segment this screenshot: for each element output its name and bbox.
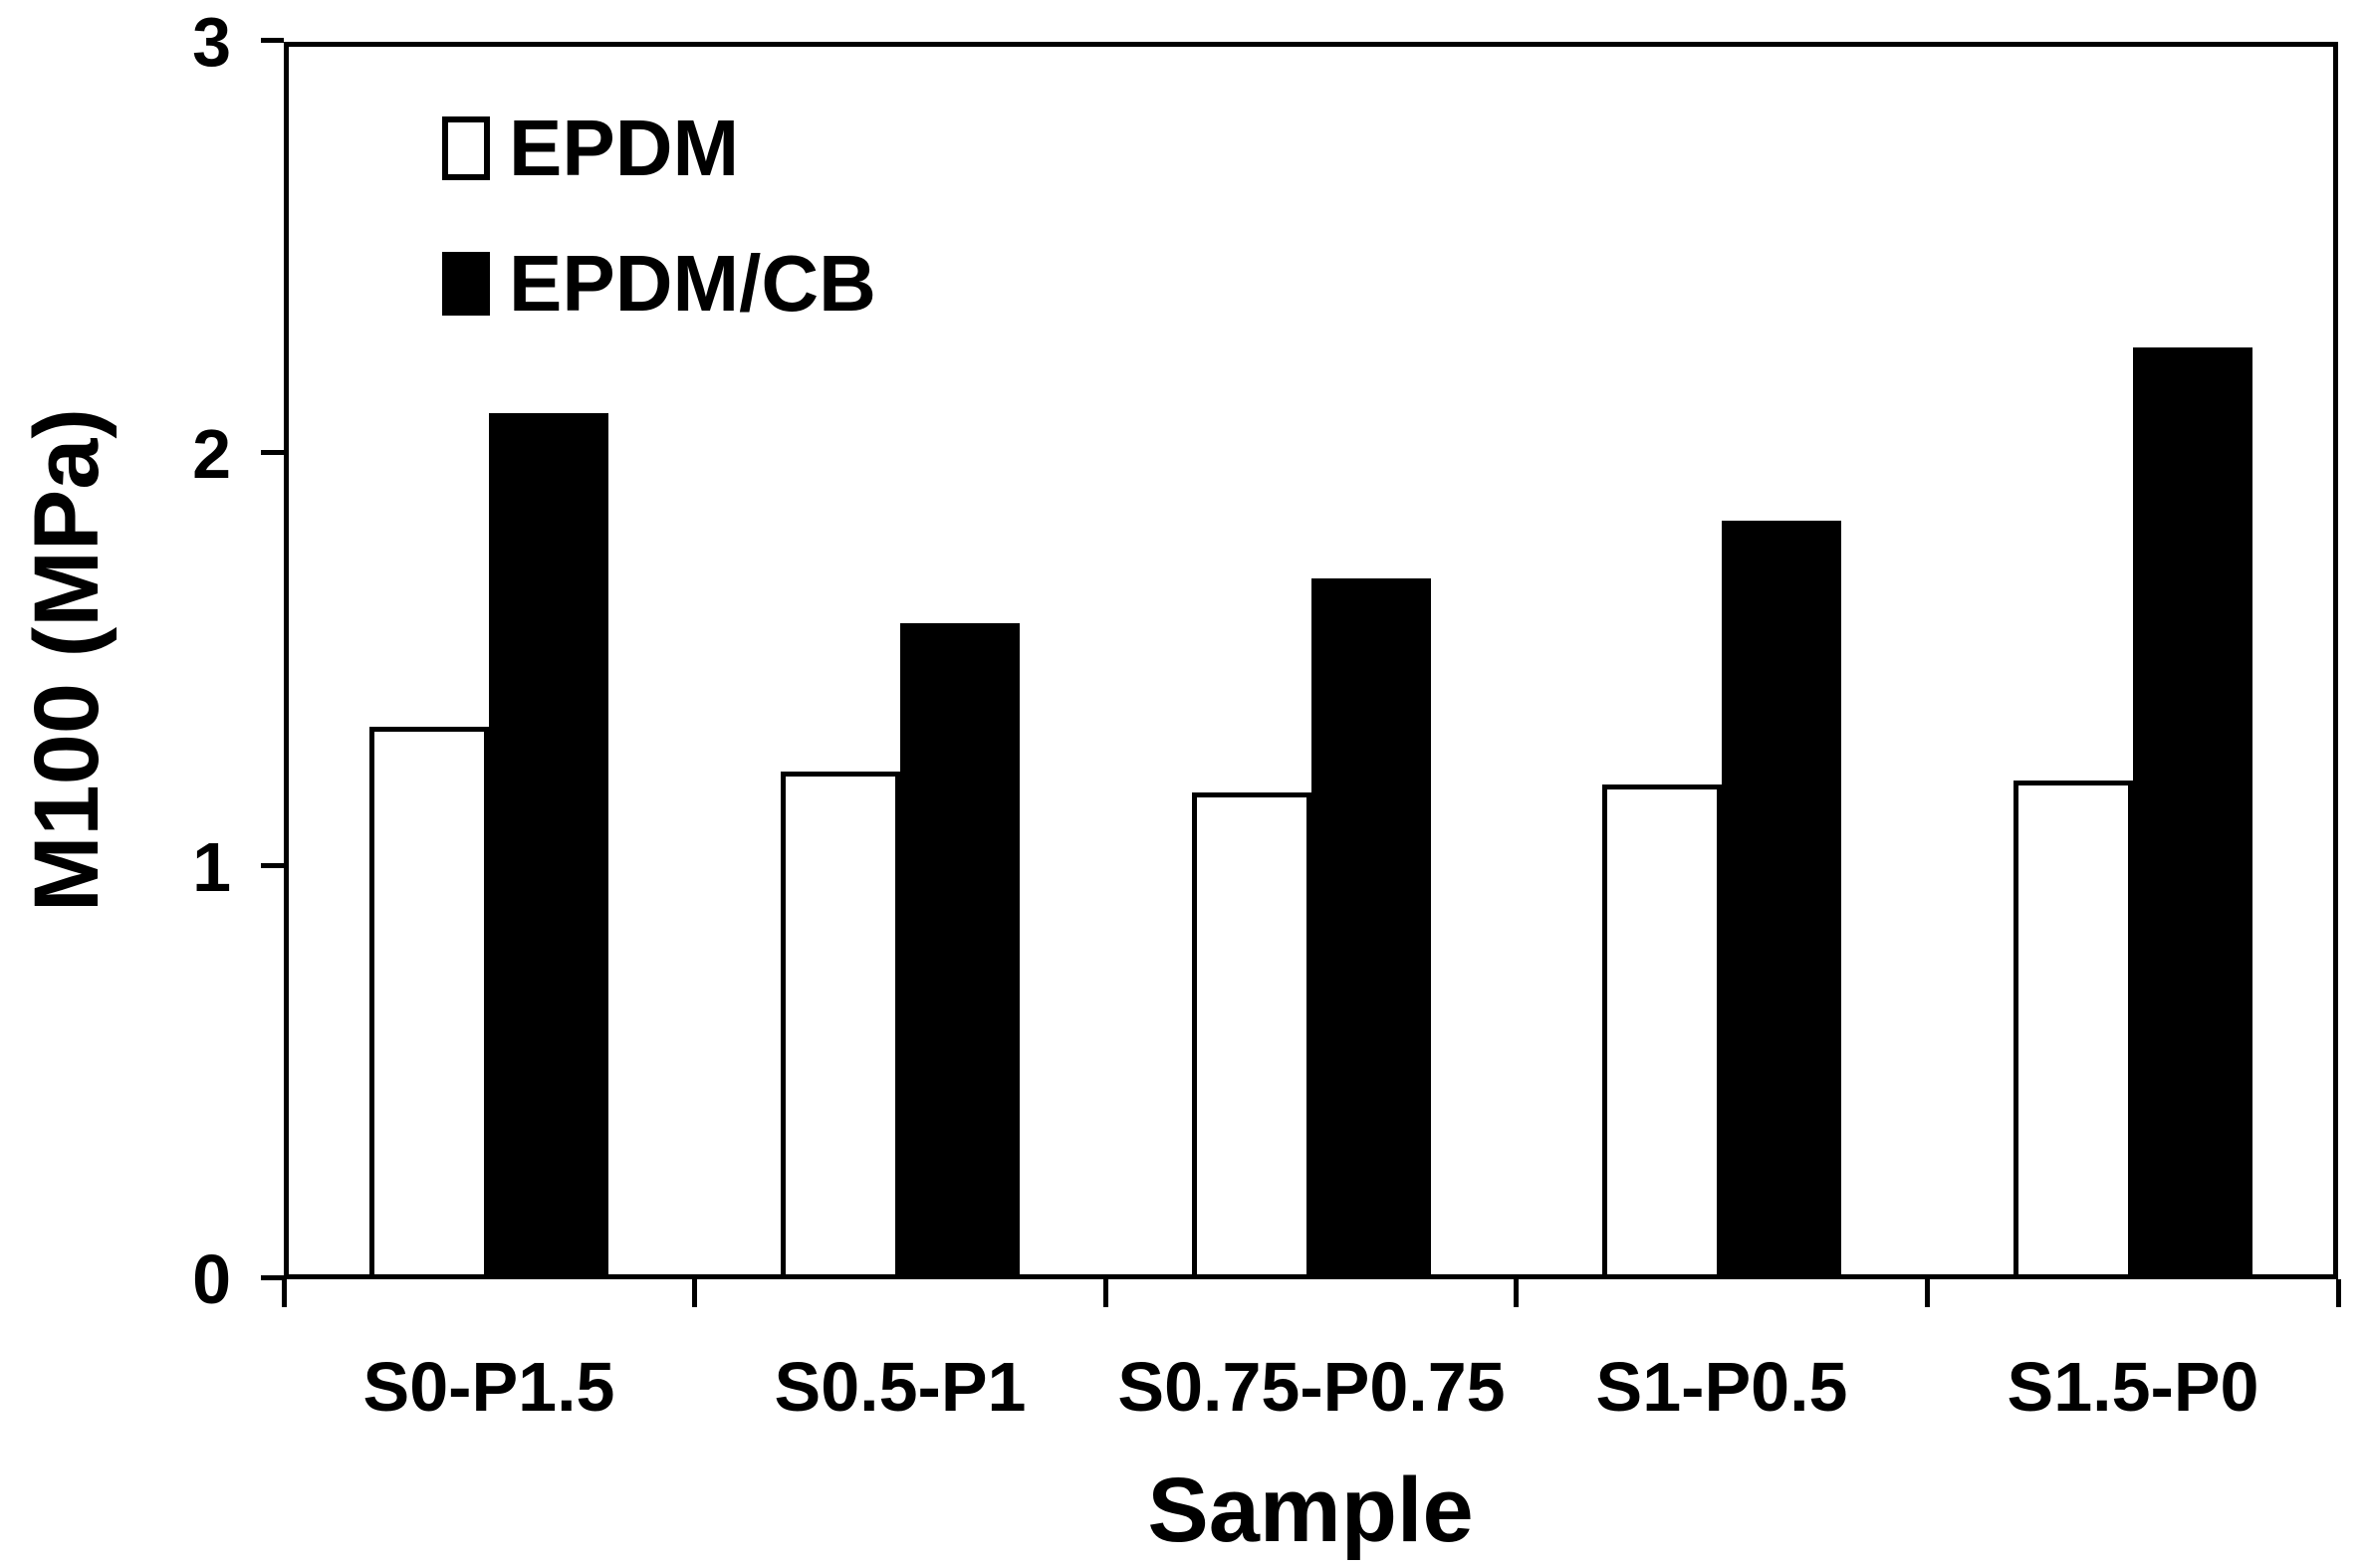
bar-epdm-s0.5-p1 [780,772,900,1279]
x-tick-1 [692,1279,697,1307]
x-axis-title: Sample [1147,1459,1474,1561]
legend-swatch-epdmcb-icon [442,252,490,316]
x-tick-4 [1925,1279,1930,1307]
legend-item-epdmcb: EPDM/CB [442,239,876,328]
y-tick-2 [261,450,284,455]
bar-epdm-s1-p0.5 [1602,784,1723,1279]
y-tick-label-1: 1 [192,828,231,906]
x-tick-label-s1-p0.5: S1-P0.5 [1595,1348,1848,1426]
x-tick-2 [1103,1279,1108,1307]
bar-epdm-s0-p1.5 [369,727,490,1279]
y-tick-3 [261,38,284,43]
x-tick-5 [2336,1279,2341,1307]
x-tick-3 [1514,1279,1519,1307]
x-tick-label-s0-p1.5: S0-P1.5 [362,1348,615,1426]
legend-label: EPDM/CB [509,239,876,328]
bar-epdmcb-s0-p1.5 [489,413,609,1279]
x-tick-label-s1.5-p0: S1.5-P0 [2007,1348,2259,1426]
bar-epdmcb-s0.75-p0.75 [1310,578,1431,1279]
bar-epdmcb-s1-p0.5 [1722,521,1842,1279]
y-tick-0 [261,1275,284,1280]
y-tick-label-0: 0 [192,1240,231,1318]
bar-epdmcb-s1.5-p0 [2132,347,2252,1279]
x-tick-label-s0.5-p1: S0.5-P1 [774,1348,1027,1426]
legend-swatch-epdm-icon [442,116,490,180]
y-axis-title: M100 (MPa) [16,407,118,913]
legend-item-epdm: EPDM [442,104,876,192]
bar-epdm-s1.5-p0 [2013,781,2133,1279]
legend: EPDM EPDM/CB [442,104,876,328]
y-tick-1 [261,863,284,868]
legend-label: EPDM [509,104,740,192]
x-tick-0 [282,1279,287,1307]
y-tick-label-3: 3 [192,3,231,81]
bar-epdmcb-s0.5-p1 [899,623,1020,1279]
bar-epdm-s0.75-p0.75 [1191,792,1311,1279]
x-tick-label-s0.75-p0.75: S0.75-P0.75 [1117,1348,1506,1426]
y-tick-label-2: 2 [192,415,231,493]
